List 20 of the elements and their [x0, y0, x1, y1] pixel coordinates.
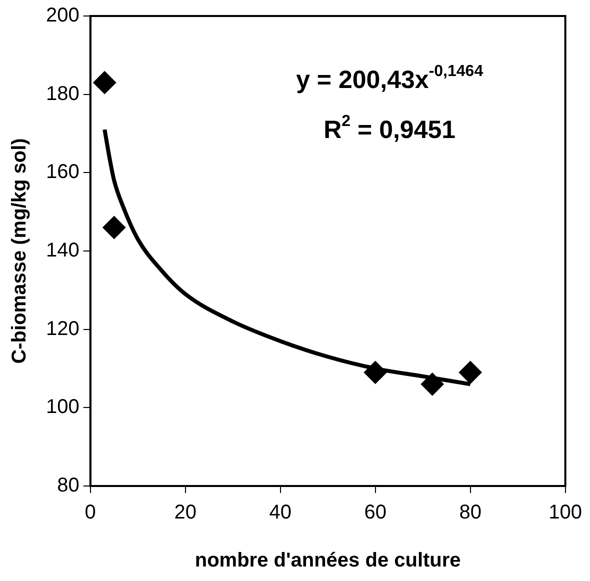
x-tick-label: 0: [84, 502, 96, 524]
point: [93, 71, 116, 94]
y-tick-label: 80: [57, 474, 80, 497]
x-tick-label: 60: [364, 502, 386, 524]
point: [420, 372, 444, 396]
y-tick-label: 160: [46, 161, 80, 184]
y-tick-label: 120: [46, 318, 80, 340]
y-axis-title: C-biomasse (mg/kg sol): [8, 138, 31, 364]
y-tick-label: 180: [46, 82, 80, 105]
y-tick-label: 100: [46, 396, 80, 418]
x-axis-title: nombre d'années de culture: [194, 550, 461, 572]
point: [458, 360, 482, 384]
x-tick-label: 40: [269, 502, 292, 524]
x-tick-label: 80: [459, 502, 482, 524]
point: [102, 216, 126, 239]
x-tick-label: 20: [174, 502, 196, 524]
point: [364, 360, 387, 384]
y-tick-label: 200: [46, 4, 80, 27]
y-tick-label: 140: [46, 240, 80, 262]
x-tick-label: 100: [548, 502, 582, 524]
